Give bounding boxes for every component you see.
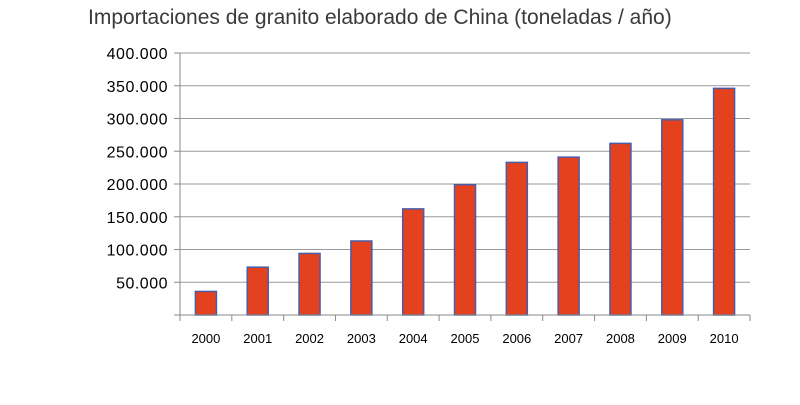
axes (174, 52, 751, 321)
y-tick-label: 250.000 (107, 144, 168, 161)
x-tick-label: 2006 (502, 331, 531, 346)
x-tick-label: 2009 (658, 331, 687, 346)
y-tick-label: 50.000 (116, 275, 168, 292)
bar-2003 (350, 240, 373, 316)
chart-title: Importaciones de granito elaborado de Ch… (88, 6, 672, 29)
x-tick-label: 2008 (606, 331, 635, 346)
bar-2006 (505, 161, 529, 316)
bar-2001 (246, 266, 269, 316)
bars (194, 87, 736, 316)
bar-2002 (298, 252, 321, 316)
x-tick-label: 2001 (243, 331, 272, 346)
x-tick-label: 2004 (399, 331, 428, 346)
bar-2007 (557, 156, 580, 316)
y-tick-label: 300.000 (107, 112, 168, 129)
bar-2000 (194, 290, 218, 316)
bar-2004 (401, 208, 425, 316)
x-tick-label: 2002 (295, 331, 324, 346)
y-tick-label: 350.000 (107, 79, 168, 96)
y-tick-label: 200.000 (107, 177, 168, 194)
x-tick-label: 2007 (554, 331, 583, 346)
y-tick-labels: 50.000 100.000 150.000 200.000 250.000 300.00… (107, 46, 168, 292)
x-tick-label: 2003 (347, 331, 376, 346)
y-tick-label: 150.000 (107, 210, 168, 227)
x-tick-labels: 2000 2001 2002 2003 2004 2005 2006 2007 2008 2009… (191, 331, 738, 346)
bar-2005 (453, 183, 477, 316)
bar-2009 (661, 119, 684, 316)
x-tick-label: 2000 (191, 331, 220, 346)
x-tick-label: 2005 (451, 331, 480, 346)
y-tick-label: 100.000 (107, 243, 168, 260)
x-tick-label: 2010 (710, 331, 739, 346)
bar-2008 (609, 142, 632, 316)
y-tick-label: 400.000 (107, 46, 168, 63)
bar-2010 (712, 87, 736, 316)
